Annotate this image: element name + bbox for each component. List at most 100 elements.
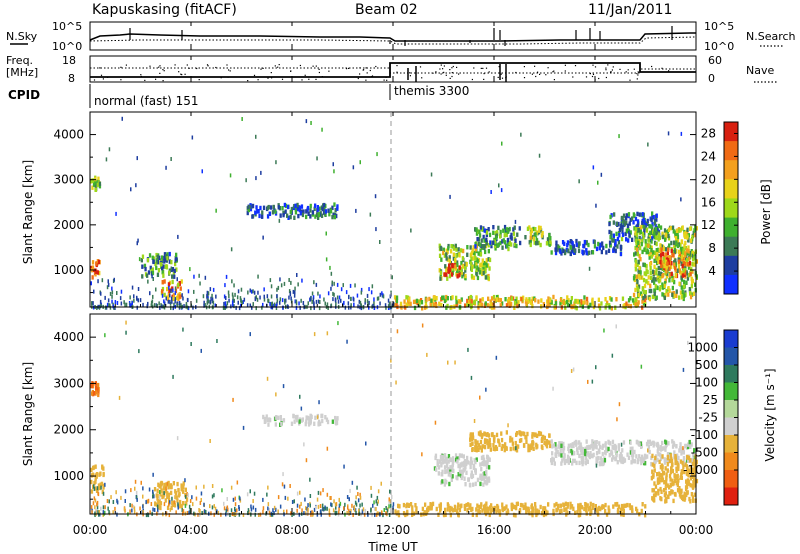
heatmap-cell [684,240,687,246]
heatmap-cell [151,267,154,272]
heatmap-cell [519,508,522,513]
heatmap-cell [532,441,535,446]
heatmap-cell [653,258,656,263]
heatmap-cell [555,453,558,458]
heatmap-cell [580,450,583,455]
heatmap-noise-cell [211,494,214,499]
heatmap-cell [548,440,551,445]
heatmap-cell [668,485,671,490]
heatmap-cell [659,271,662,277]
heatmap-noise-cell [273,511,275,516]
heatmap-cell [674,262,677,267]
heatmap-isolated-cell [275,160,277,165]
heatmap-cell [595,456,598,461]
heatmap-cell [625,228,628,233]
heatmap-cell [301,417,304,422]
heatmap-noise-cell [261,305,263,310]
nave-dot [500,73,502,75]
heatmap-cell [499,298,502,303]
heatmap-cell [627,298,631,303]
heatmap-cell [571,450,574,455]
heatmap-cell [525,301,528,306]
heatmap-cell [175,295,179,301]
nave-dot [359,67,361,69]
heatmap-noise-cell [330,502,332,507]
nave-dot [100,74,103,76]
heatmap-isolated-cell [421,452,423,457]
heatmap-cell [279,213,282,218]
heatmap-cell [446,463,449,469]
heatmap-noise-cell [192,305,194,310]
heatmap-cell [683,279,686,285]
heatmap-noise-cell [98,305,101,310]
heatmap-cell [503,506,507,511]
heatmap-cell [175,252,178,258]
heatmap-noise-cell [391,275,393,280]
heatmap-noise-cell [316,497,319,502]
heatmap-noise-cell [229,513,231,517]
heatmap-cell [436,462,439,467]
heatmap-noise-cell [93,289,95,294]
nsky-tick-low: 10^0 [52,40,82,53]
heatmap-cell [665,472,668,477]
heatmap-noise-cell [315,299,318,304]
heatmap-noise-cell [145,500,147,505]
heatmap-isolated-cell [115,211,117,216]
heatmap-noise-cell [272,508,274,513]
heatmap-cell [531,296,534,301]
heatmap-cell [597,303,601,308]
heatmap-cell [644,271,648,277]
heatmap-cell [665,274,668,279]
heatmap-cell [101,464,104,469]
heatmap-cell [596,510,599,516]
heatmap-noise-cell [169,293,171,298]
heatmap-cell [663,480,666,485]
heatmap-noise-cell [319,509,322,514]
heatmap-noise-cell [108,510,110,515]
heatmap-cell [675,249,678,254]
heatmap-noise-cell [313,305,315,310]
nave-dot [651,65,653,68]
heatmap-cell [665,253,668,258]
heatmap-noise-cell [230,304,232,309]
heatmap-cell [317,207,320,212]
heatmap-noise-cell [112,500,115,504]
heatmap-noise-cell [296,503,299,508]
heatmap-noise-cell [332,297,334,302]
heatmap-noise-cell [317,299,320,304]
heatmap-cell [500,431,503,436]
heatmap-cell [484,438,487,443]
heatmap-cell [633,449,636,455]
heatmap-cell [652,276,655,281]
heatmap-cell [690,283,693,289]
heatmap-cell [650,275,653,280]
heatmap-isolated-cell [172,374,174,379]
heatmap-cell [673,454,676,459]
heatmap-cell [336,416,339,421]
y-tick-label: 2000 [53,218,84,232]
heatmap-cell [439,245,442,251]
heatmap-cell [529,242,532,248]
heatmap-cell [653,221,657,226]
colorbar-swatch [724,452,738,471]
heatmap-cell [163,279,166,284]
heatmap-noise-cell [240,287,243,292]
heatmap-noise-cell [136,305,138,310]
heatmap-cell [650,217,653,223]
heatmap-isolated-cell [430,172,433,177]
heatmap-cell [636,219,640,224]
heatmap-cell [629,230,632,235]
heatmap-cell [600,301,603,306]
heatmap-cell [674,460,677,466]
heatmap-cell [664,447,667,452]
heatmap-noise-cell [120,301,123,306]
heatmap-cell [437,512,440,517]
heatmap-cell [485,469,488,475]
heatmap-cell [644,461,647,466]
heatmap-noise-cell [247,511,249,515]
heatmap-cell [575,306,578,311]
heatmap-cell [651,496,654,501]
heatmap-isolated-cell [374,194,377,199]
heatmap-cell [591,250,595,255]
heatmap-isolated-cell [262,235,264,240]
